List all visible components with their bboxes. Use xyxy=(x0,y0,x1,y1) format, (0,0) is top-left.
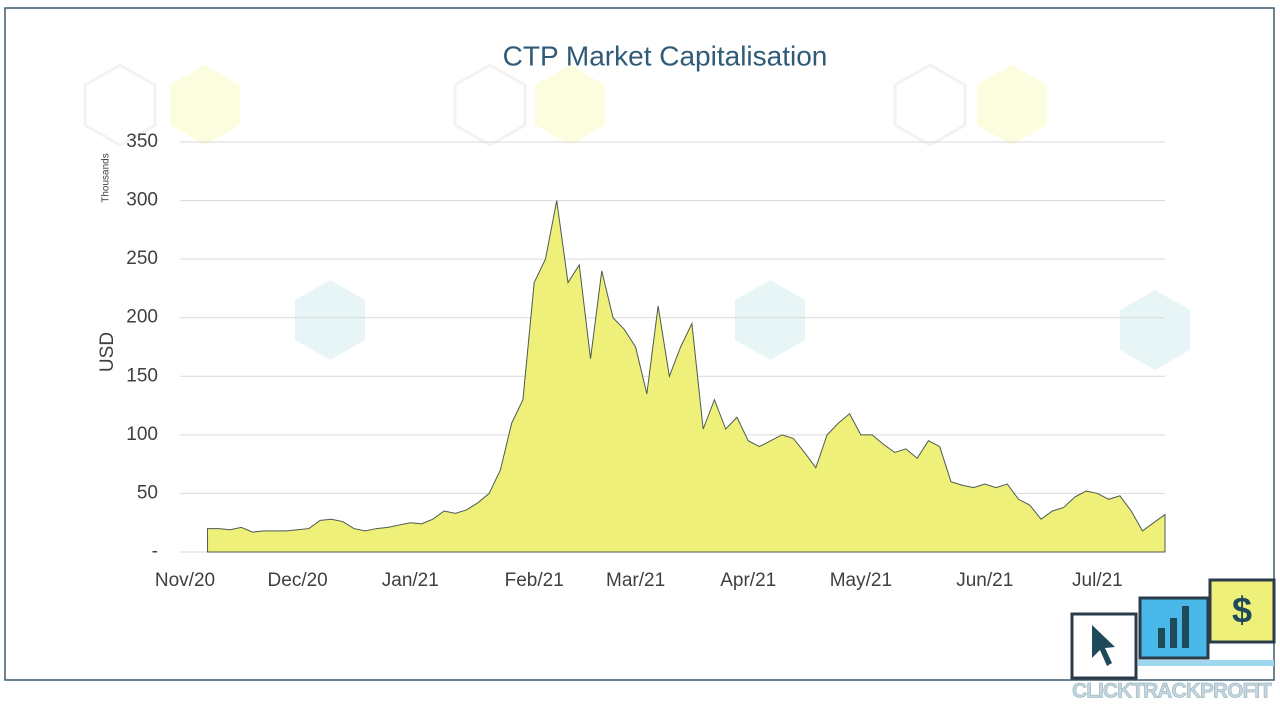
svg-text:$: $ xyxy=(1232,590,1252,631)
y-tick-label: 350 xyxy=(126,131,158,152)
logo-text: CLICKTRACKPROFIT xyxy=(1072,680,1272,703)
logo: $ CLICKTRACKPROFIT xyxy=(1070,578,1276,703)
y-axis-label: USD xyxy=(97,332,118,372)
y-unit-label: Thousands xyxy=(101,153,112,202)
x-tick-label: Apr/21 xyxy=(720,570,776,591)
y-tick-label: 150 xyxy=(126,365,158,386)
frame xyxy=(4,7,1275,681)
x-tick-label: Jul/21 xyxy=(1072,570,1123,591)
x-tick-label: Nov/20 xyxy=(155,570,215,591)
x-tick-label: Jan/21 xyxy=(382,570,439,591)
watermark xyxy=(83,63,1190,370)
y-tick-label: 50 xyxy=(137,482,158,503)
chart-title: CTP Market Capitalisation xyxy=(503,40,828,71)
x-tick-label: May/21 xyxy=(830,570,892,591)
y-tick-label: 250 xyxy=(126,248,158,269)
x-tick-label: Jun/21 xyxy=(956,570,1013,591)
area xyxy=(207,200,1166,553)
plot-area: - 50 100 150 200 250 300 350 Nov/20 Dec/20 Jan/21 F… xyxy=(126,131,1166,591)
x-tick-label: Mar/21 xyxy=(606,570,665,591)
y-tick-label: - xyxy=(152,541,158,562)
y-tick-label: 100 xyxy=(126,424,158,445)
x-tick-label: Dec/20 xyxy=(268,570,328,591)
x-tick-label: Feb/21 xyxy=(505,570,564,591)
y-tick-label: 300 xyxy=(126,190,158,211)
y-tick-label: 200 xyxy=(126,307,158,328)
